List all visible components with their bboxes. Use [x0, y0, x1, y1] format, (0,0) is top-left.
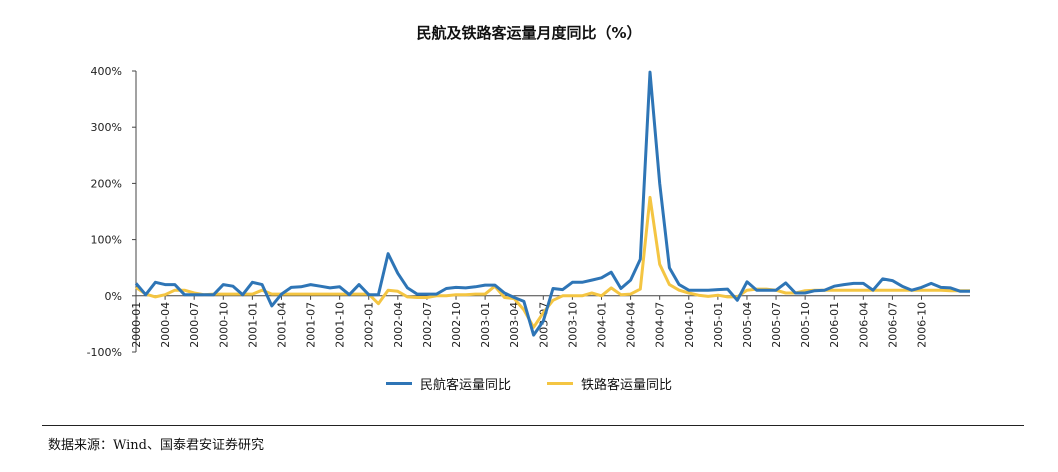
series-line-aviation: [134, 70, 970, 337]
legend: 民航客运量同比 铁路客运量同比: [0, 374, 1058, 393]
x-tick-label: 2006-04: [857, 302, 870, 348]
y-tick-label: 0%: [105, 290, 122, 303]
x-tick-label: 2001-04: [275, 302, 288, 348]
x-tick-label: 2000-10: [217, 302, 230, 348]
x-tick-label: 2005-10: [799, 302, 812, 348]
x-tick-label: 2000-01: [130, 302, 143, 348]
x-tick-label: 2004-04: [625, 302, 638, 348]
series-lines: [134, 70, 970, 337]
x-tick-label: 2004-10: [683, 302, 696, 348]
legend-item-railway: 铁路客运量同比: [547, 374, 672, 393]
x-tick-label: 2001-01: [246, 302, 259, 348]
y-tick-label: 100%: [91, 234, 122, 247]
y-axis: 400% 300% 200% 100% 0% -100%: [87, 65, 137, 359]
legend-item-aviation: 民航客运量同比: [385, 374, 511, 393]
legend-label-aviation: 民航客运量同比: [419, 378, 511, 393]
source-note: 数据来源：Wind、国泰君安证券研究: [48, 438, 264, 453]
x-tick-label: 2001-07: [305, 302, 318, 348]
x-tick-label: 2001-10: [334, 302, 347, 348]
x-tick-label: 2005-01: [712, 302, 725, 348]
x-tick-label: 2006-07: [886, 302, 899, 348]
x-tick-label: 2000-04: [159, 302, 172, 348]
legend-swatch-aviation: [385, 382, 412, 385]
series-line-railway: [135, 195, 970, 329]
x-tick-label: 2002-10: [450, 302, 463, 348]
x-tick-label: 2004-07: [654, 302, 667, 348]
y-tick-label: 300%: [91, 121, 122, 134]
y-tick-label: 200%: [91, 177, 122, 190]
x-axis: 2000-01 2000-04 2000-07 2000-10 2001-01 2001-…: [130, 295, 970, 348]
legend-swatch-railway: [547, 382, 573, 385]
chart-title: 民航及铁路客运量月度同比（%）: [416, 24, 642, 42]
y-tick-label: -100%: [87, 346, 122, 359]
x-tick-label: 2006-01: [828, 302, 841, 348]
source-divider: [42, 425, 1024, 426]
x-tick-label: 2003-10: [566, 302, 579, 348]
x-tick-label: 2006-10: [916, 302, 929, 348]
x-tick-label: 2002-01: [363, 302, 376, 348]
x-tick-label: 2003-04: [508, 302, 521, 348]
x-tick-label: 2005-04: [741, 302, 754, 348]
x-tick-label: 2002-04: [392, 302, 405, 348]
x-tick-label: 2000-07: [188, 302, 201, 348]
legend-label-railway: 铁路客运量同比: [581, 378, 673, 393]
x-tick-label: 2005-07: [770, 302, 783, 348]
x-tick-label: 2002-07: [421, 302, 434, 348]
x-tick-label: 2004-01: [595, 302, 608, 348]
y-tick-label: 400%: [91, 65, 122, 78]
x-tick-label: 2003-01: [479, 302, 492, 348]
line-chart: 400%300%200%100%0%-100% 2000-01 2000-04 20…: [87, 65, 970, 359]
